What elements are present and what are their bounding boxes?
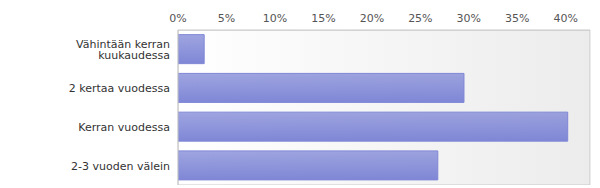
svg-text:Vähintään kerrankuukaudessa: Vähintään kerrankuukaudessa	[76, 38, 170, 62]
svg-text:Kerran vuodessa: Kerran vuodessa	[78, 121, 170, 134]
svg-text:20%: 20%	[360, 12, 384, 25]
svg-text:10%: 10%	[263, 12, 287, 25]
svg-text:40%: 40%	[554, 12, 578, 25]
svg-text:35%: 35%	[505, 12, 529, 25]
svg-text:0%: 0%	[169, 12, 186, 25]
svg-text:25%: 25%	[408, 12, 432, 25]
svg-text:5%: 5%	[218, 12, 235, 25]
svg-text:30%: 30%	[457, 12, 481, 25]
svg-text:2-3 vuoden välein: 2-3 vuoden välein	[71, 160, 170, 173]
svg-text:15%: 15%	[311, 12, 335, 25]
svg-text:2 kertaa vuodessa: 2 kertaa vuodessa	[69, 82, 170, 95]
